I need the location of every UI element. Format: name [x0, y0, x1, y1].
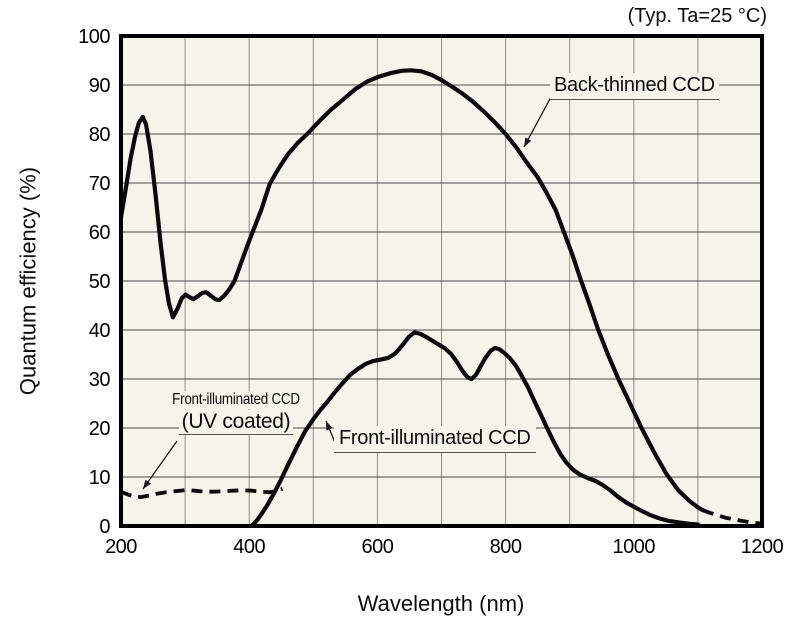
- y-tick-label: 80: [89, 124, 111, 146]
- x-tick-label: 1200: [741, 536, 784, 558]
- back-thinned-ccd-label: Back-thinned CCD: [550, 73, 719, 100]
- x-tick-label: 400: [233, 536, 265, 558]
- plot-border: [119, 34, 764, 528]
- uv-coated-leader-arrowhead-icon: [143, 479, 151, 489]
- uv-label-line1: Front-illuminated CCD: [172, 391, 300, 410]
- front-illuminated-ccd-label: Front-illuminated CCD: [334, 426, 536, 453]
- front-illuminated-leader-arrowhead-icon: [326, 421, 333, 431]
- x-tick-label: 1000: [613, 536, 656, 558]
- y-tick-label: 20: [89, 418, 111, 440]
- x-tick-label: 800: [490, 536, 522, 558]
- uv-label-line2: (UV coated): [178, 410, 294, 436]
- y-tick-label: 0: [99, 516, 110, 538]
- x-tick-label: 600: [361, 536, 393, 558]
- curve-back-thinned-ccd: [118, 68, 706, 513]
- back-thinned-leader-arrowhead-icon: [524, 137, 532, 147]
- curve-front-illuminated-ccd-uv-coated: [120, 487, 284, 499]
- y-axis-title: Quantum efficiency (%): [15, 166, 41, 396]
- curve-back-thinned-ccd-dashed-extension: [702, 508, 761, 526]
- back-thinned-leader: [523, 96, 552, 148]
- y-tick-label: 10: [89, 467, 111, 489]
- y-tick-label: 100: [78, 26, 110, 48]
- temperature-annotation: (Typ. Ta=25 °C): [627, 5, 767, 27]
- y-tick-label: 60: [89, 222, 111, 244]
- y-tick-label: 90: [89, 75, 111, 97]
- curve-front-illuminated-ccd: [249, 330, 700, 529]
- uv-coated-ccd-label: Front-illuminated CCD (UV coated): [152, 387, 320, 436]
- y-tick-label: 70: [89, 173, 111, 195]
- y-tick-label: 30: [89, 369, 111, 391]
- y-tick-label: 40: [89, 320, 111, 342]
- x-axis-title: Wavelength (nm): [357, 591, 525, 616]
- x-tick-label: 200: [105, 536, 137, 558]
- y-tick-label: 50: [89, 271, 111, 293]
- uv-coated-leader: [142, 440, 178, 490]
